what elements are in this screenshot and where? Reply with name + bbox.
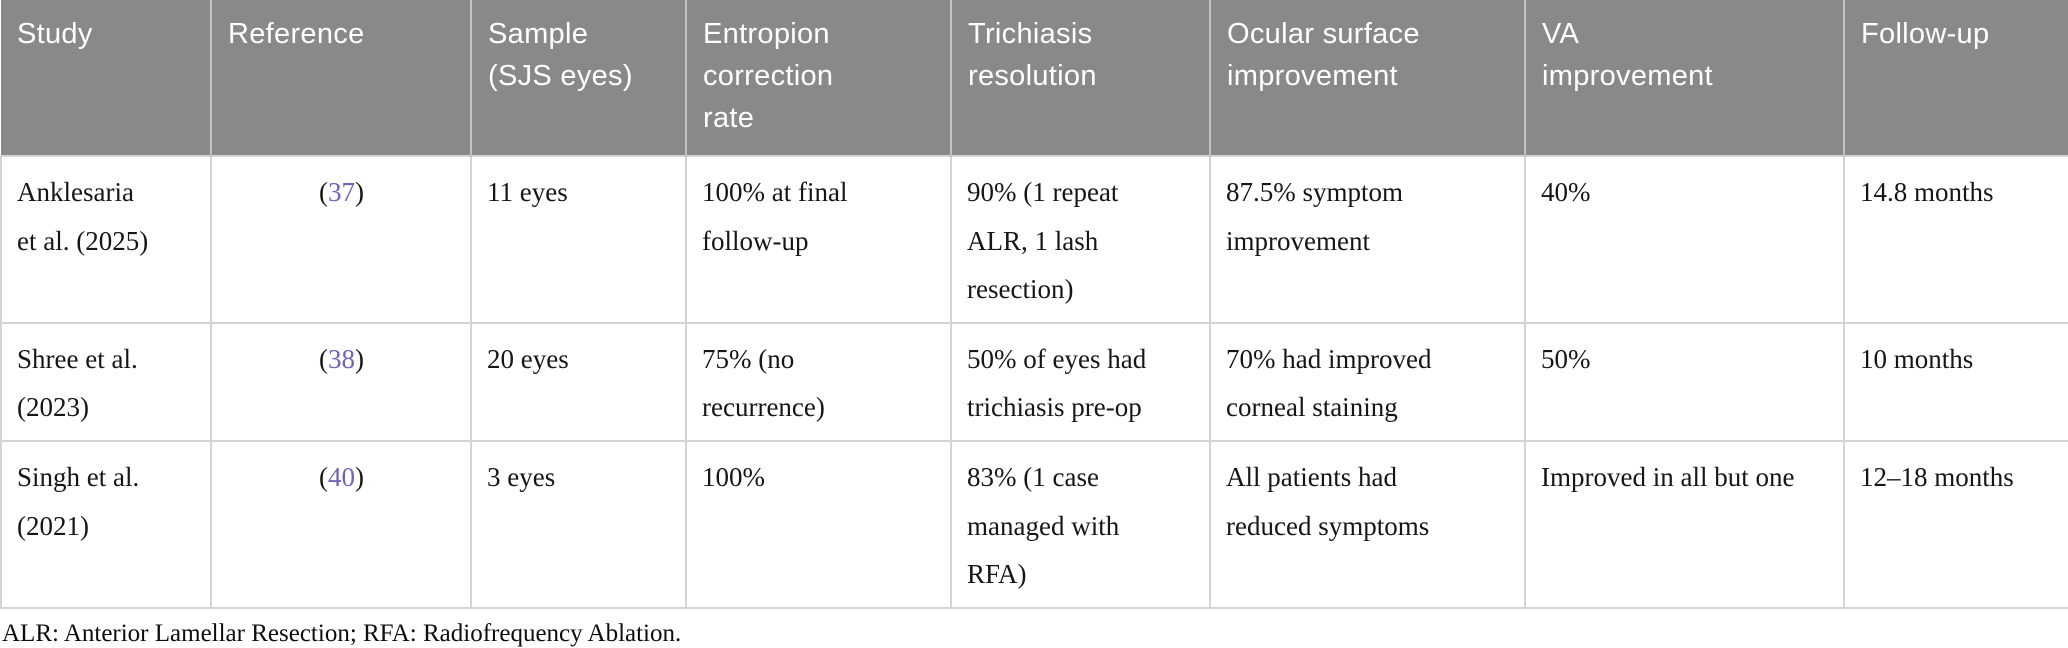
studies-table: Study Reference Sample (SJS eyes) Entrop… — [0, 0, 2068, 609]
cell-sample: 20 eyes — [470, 321, 687, 442]
cell-va: 50% — [1524, 321, 1845, 442]
paren-close: ) — [355, 343, 364, 374]
cell-reference: (40) — [210, 439, 472, 609]
reference-link[interactable]: 40 — [328, 461, 355, 492]
cell-reference: (38) — [210, 321, 472, 442]
cell-study: Shree et al. (2023) — [0, 321, 212, 442]
cell-study: Singh et al. (2021) — [0, 439, 212, 609]
cell-entropion: 75% (no recurrence) — [685, 321, 952, 442]
column-header-trichiasis: Trichiasis resolution — [951, 0, 1211, 156]
cell-followup: 10 months — [1843, 321, 2068, 442]
paren-close: ) — [355, 461, 364, 492]
table-footnote: ALR: Anterior Lamellar Resection; RFA: R… — [2, 619, 682, 647]
cell-ocular: All patients had reduced symptoms — [1209, 439, 1526, 609]
cell-followup: 14.8 months — [1843, 155, 2068, 324]
paren-open: ( — [319, 343, 328, 374]
cell-ocular: 70% had improved corneal staining — [1209, 321, 1526, 442]
column-header-ocular: Ocular surface improvement — [1210, 0, 1526, 156]
paren-close: ) — [355, 177, 364, 207]
cell-va: 40% — [1524, 155, 1845, 324]
cell-trichiasis: 50% of eyes had trichiasis pre-op — [950, 321, 1211, 442]
cell-entropion: 100% at final follow-up — [685, 155, 952, 324]
table-row: Anklesaria et al. (2025) (37) 11 eyes 10… — [0, 155, 2068, 324]
cell-trichiasis: 83% (1 case managed with RFA) — [950, 439, 1211, 609]
column-header-reference: Reference — [211, 0, 472, 156]
header-row: Study Reference Sample (SJS eyes) Entrop… — [1, 0, 2068, 156]
reference-link[interactable]: 38 — [328, 343, 355, 374]
cell-va: Improved in all but one — [1524, 439, 1845, 609]
cell-ocular: 87.5% symptom improvement — [1209, 155, 1526, 324]
column-header-entropion: Entropion correction rate — [686, 0, 952, 156]
cell-followup: 12–18 months — [1843, 439, 2068, 609]
cell-sample: 11 eyes — [470, 155, 687, 324]
table-row: Shree et al. (2023) (38) 20 eyes 75% (no… — [0, 321, 2068, 442]
column-header-study: Study — [1, 0, 212, 156]
cell-sample: 3 eyes — [470, 439, 687, 609]
cell-study: Anklesaria et al. (2025) — [0, 155, 212, 324]
paren-open: ( — [319, 461, 328, 492]
paren-open: ( — [319, 177, 328, 207]
cell-entropion: 100% — [685, 439, 952, 609]
column-header-sample: Sample (SJS eyes) — [471, 0, 687, 156]
reference-link[interactable]: 37 — [328, 177, 355, 207]
cell-trichiasis: 90% (1 repeat ALR, 1 lash resection) — [950, 155, 1211, 324]
column-header-va: VA improvement — [1525, 0, 1845, 156]
column-header-followup: Follow-up — [1844, 0, 2068, 156]
cell-reference: (37) — [210, 155, 472, 324]
table-row: Singh et al. (2021) (40) 3 eyes 100% 83%… — [0, 439, 2068, 609]
